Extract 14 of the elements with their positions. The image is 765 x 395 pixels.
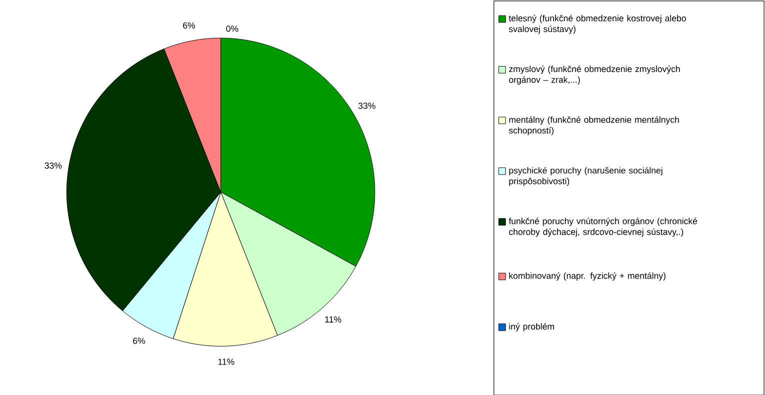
legend-label: psychické poruchy (narušenie sociálnej prispôsobivosti) <box>509 166 662 186</box>
data-label: 6% <box>183 22 196 28</box>
legend-label: kombinovaný (napr. fyzický + mentálny) <box>509 272 666 280</box>
data-label: 33% <box>44 162 62 169</box>
data-label: 11% <box>218 358 234 365</box>
text: 0% <box>226 25 238 32</box>
data-label: 11% <box>325 316 342 322</box>
legend-label: funkčné poruchy vnútorných orgánov (chronické choroby dýchacej, srdcovo-cievnej sústavy,.) <box>508 218 698 237</box>
legend-label: mentálny (funkčné obmedzenie mentálnych schopností) <box>508 116 679 136</box>
legend-label: telesný (funkčné obmedzenie kostrovej alebo svalovej sústavy) <box>508 14 686 34</box>
data-label: 33% <box>358 102 376 109</box>
legend-label: iný problém <box>509 322 554 332</box>
legend-label: zmyslový (funkčné obmedzenie zmyslových orgánov – zrak,...) <box>509 65 680 84</box>
data-label: 6% <box>133 338 146 344</box>
